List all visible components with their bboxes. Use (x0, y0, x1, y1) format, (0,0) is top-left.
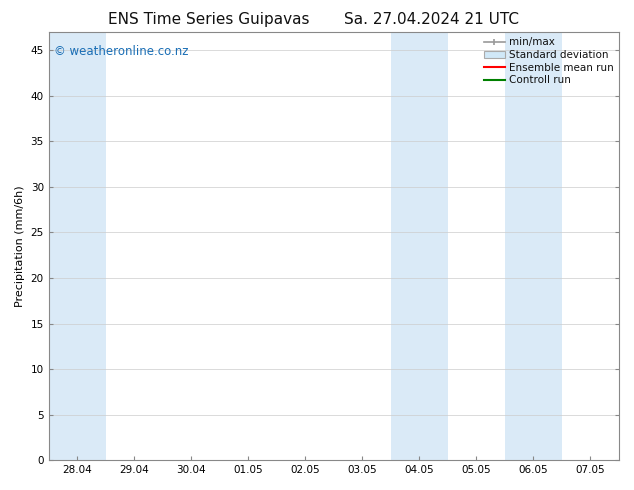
Text: Sa. 27.04.2024 21 UTC: Sa. 27.04.2024 21 UTC (344, 12, 519, 27)
Text: ENS Time Series Guipavas: ENS Time Series Guipavas (108, 12, 310, 27)
Bar (391, 32, 448, 460)
Bar (49, 32, 106, 460)
Legend: min/max, Standard deviation, Ensemble mean run, Controll run: min/max, Standard deviation, Ensemble me… (482, 35, 616, 87)
Y-axis label: Precipitation (mm/6h): Precipitation (mm/6h) (15, 185, 25, 307)
Bar (505, 32, 562, 460)
Text: © weatheronline.co.nz: © weatheronline.co.nz (55, 45, 189, 58)
